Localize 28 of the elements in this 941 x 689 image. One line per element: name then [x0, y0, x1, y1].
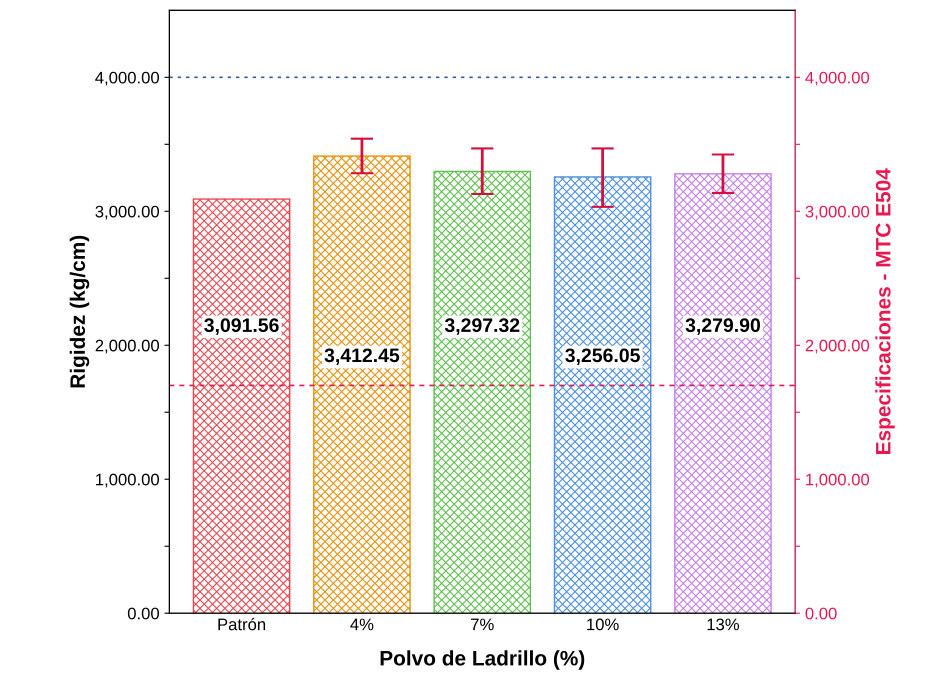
y-tick-label: 1,000.00: [96, 474, 160, 488]
bar: [313, 155, 411, 614]
y-axis-title: Rigidez (kg/cm): [70, 236, 90, 388]
text: 3,412.45: [324, 348, 400, 366]
x-tick-label: 13%: [708, 618, 740, 630]
x-tick-label: Patrón: [218, 618, 266, 630]
bar: [192, 198, 290, 614]
y-tick-label: 2,000.00: [96, 340, 160, 354]
y-tick-label: 4,000.00: [95, 72, 160, 86]
y2-tick-label: 4,000.00: [805, 72, 870, 86]
y2-tick-label: 2,000.00: [806, 340, 870, 354]
x-tick-label: 7%: [471, 618, 494, 630]
y2-tick-label: 1,000.00: [806, 474, 870, 488]
bar: [554, 176, 652, 614]
bar: [433, 170, 532, 614]
text: 3,279.90: [686, 318, 760, 335]
text: 3,091.56: [204, 318, 279, 335]
text: 3,256.05: [565, 348, 640, 366]
text: 3,297.32: [444, 318, 520, 335]
x-tick-label: 4%: [350, 618, 374, 630]
bar: [674, 173, 772, 614]
x-axis-title: Polvo de Ladrillo (%): [380, 650, 584, 670]
y-tick-label: 3,000.00: [95, 206, 160, 220]
y2-tick-label: 0.00: [806, 608, 837, 620]
x-tick-label: 10%: [587, 618, 619, 630]
y2-axis-title: Especificaciones - MTC E504: [875, 168, 895, 454]
y2-tick-label: 3,000.00: [806, 206, 870, 220]
y-tick-label: 0.00: [128, 608, 160, 620]
